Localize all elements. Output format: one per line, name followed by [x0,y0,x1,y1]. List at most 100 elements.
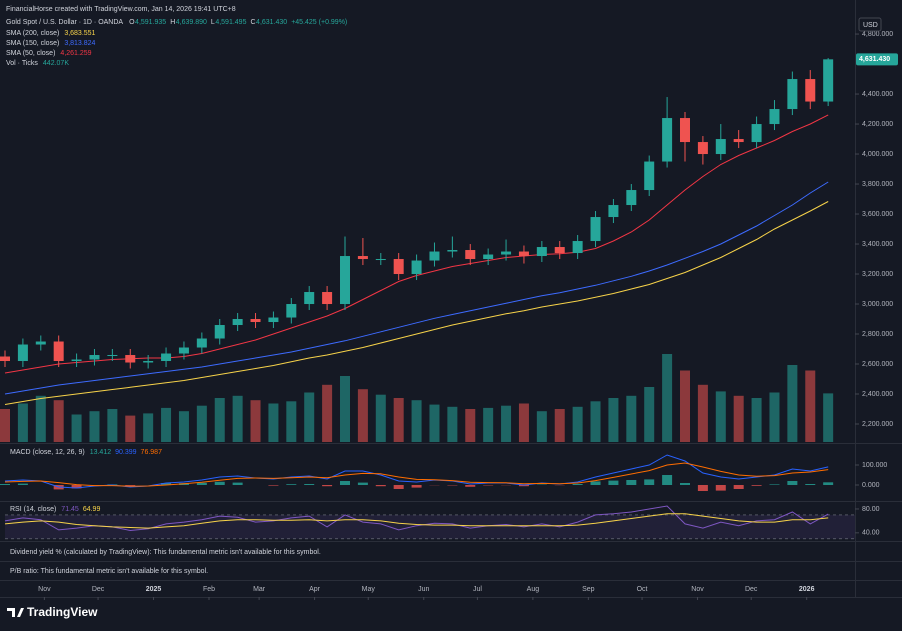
volume-bar [644,387,655,442]
volume-bar [375,394,386,442]
rsi-band [5,514,855,539]
x-tick-label: Nov [691,586,704,593]
volume-bar [715,391,726,442]
macd-histogram [286,484,297,485]
currency-box [858,17,882,32]
candle-body [501,251,512,255]
volume-bar [340,376,350,442]
volume-bar [429,404,440,442]
volume-bar [304,392,315,442]
volume-bar [53,400,64,442]
volume-bar [411,400,422,442]
macd-histogram [572,484,583,485]
candle-body [483,254,494,260]
macd-histogram [232,482,243,485]
volume-bar [501,405,512,442]
y-tick-label: 3,000.000 [862,301,893,308]
volume-bar [357,389,368,442]
ohlc-key: L [211,19,215,26]
y-tick-label: 4,800.000 [862,31,893,38]
candle-body [644,161,655,191]
volume-bar [393,398,404,442]
macd-histogram [608,480,619,485]
candle-body [608,205,619,218]
x-tick-label: 2026 [799,586,815,593]
ohlc-value: 4,631.430 [256,19,287,26]
y-tick-label: 100.000 [862,462,887,469]
candle-body [715,139,726,155]
candle-body [465,250,476,260]
volume-bar [322,384,333,442]
candle-body [250,319,261,323]
macd-histogram [787,481,798,485]
volume-bar [250,400,261,442]
macd-histogram [340,481,350,485]
x-tick-label: Jul [473,586,482,593]
y-tick-label: 4,200.000 [862,121,893,128]
macd-histogram [715,485,726,491]
x-tick-label: Dec [745,586,758,593]
macd-histogram [71,485,82,489]
macd-histogram [644,479,655,485]
legend-value: 3,683.551 [64,30,95,37]
candle-body [393,259,404,275]
symbol: Gold Spot / U.S. Dollar · 1D · OANDA [6,19,123,26]
candle-body [17,344,28,362]
change: +45.425 (+0.99%) [291,19,347,26]
macd-histogram [393,485,404,489]
macd-histogram [733,485,744,489]
legend-value: 3,813.824 [64,40,95,47]
volume-bar [751,398,762,442]
ohlc-value: 4,591.495 [215,19,246,26]
x-tick-label: May [362,586,376,593]
volume-bar [286,401,297,442]
pane-title: RSI (14, close) [10,506,56,513]
candle-body [71,359,82,362]
sma-line [4,201,829,405]
rsi-line [4,505,829,532]
x-tick-label: Dec [92,586,105,593]
legend-value: 71.45 [61,506,79,513]
y-tick-label: 2,400.000 [862,391,893,398]
macd-line [4,462,829,487]
y-tick-label: 3,400.000 [862,241,893,248]
candle-body [662,118,673,162]
candle-body [572,241,583,254]
pane-title: MACD (close, 12, 26, 9) [10,449,85,456]
volume-bar [483,407,494,442]
macd-histogram [357,482,368,485]
candle-body [268,317,279,323]
candle-body [769,109,780,125]
macd-histogram [769,484,780,485]
volume-bar [161,407,172,442]
volume-bar [769,392,780,442]
macd-histogram [823,482,834,485]
volume-bar [17,403,28,442]
brand: TradingView [27,605,98,619]
y-tick-label: 3,800.000 [862,181,893,188]
legend-value: 76.987 [141,449,163,456]
legend-value: 13.412 [90,449,112,456]
candle-body [805,79,816,102]
candle-body [340,256,350,305]
rsi-line [4,513,829,529]
legend-name: SMA (200, close) [6,30,59,37]
candle-body [375,259,386,261]
ohlc-key: H [170,19,175,26]
candle-body [0,356,10,362]
x-tick-label: Feb [203,586,215,593]
volume-bar [214,398,225,442]
logo-mark [7,608,24,617]
macd-histogram [304,484,315,485]
macd-histogram [697,485,708,491]
candle-body [357,256,368,260]
candle-body [286,304,297,318]
y-tick-label: 3,600.000 [862,211,893,218]
candle-body [411,260,422,275]
candle-body [214,325,225,339]
x-tick-label: Aug [527,586,540,593]
legend-name: Vol · Ticks [6,60,38,67]
